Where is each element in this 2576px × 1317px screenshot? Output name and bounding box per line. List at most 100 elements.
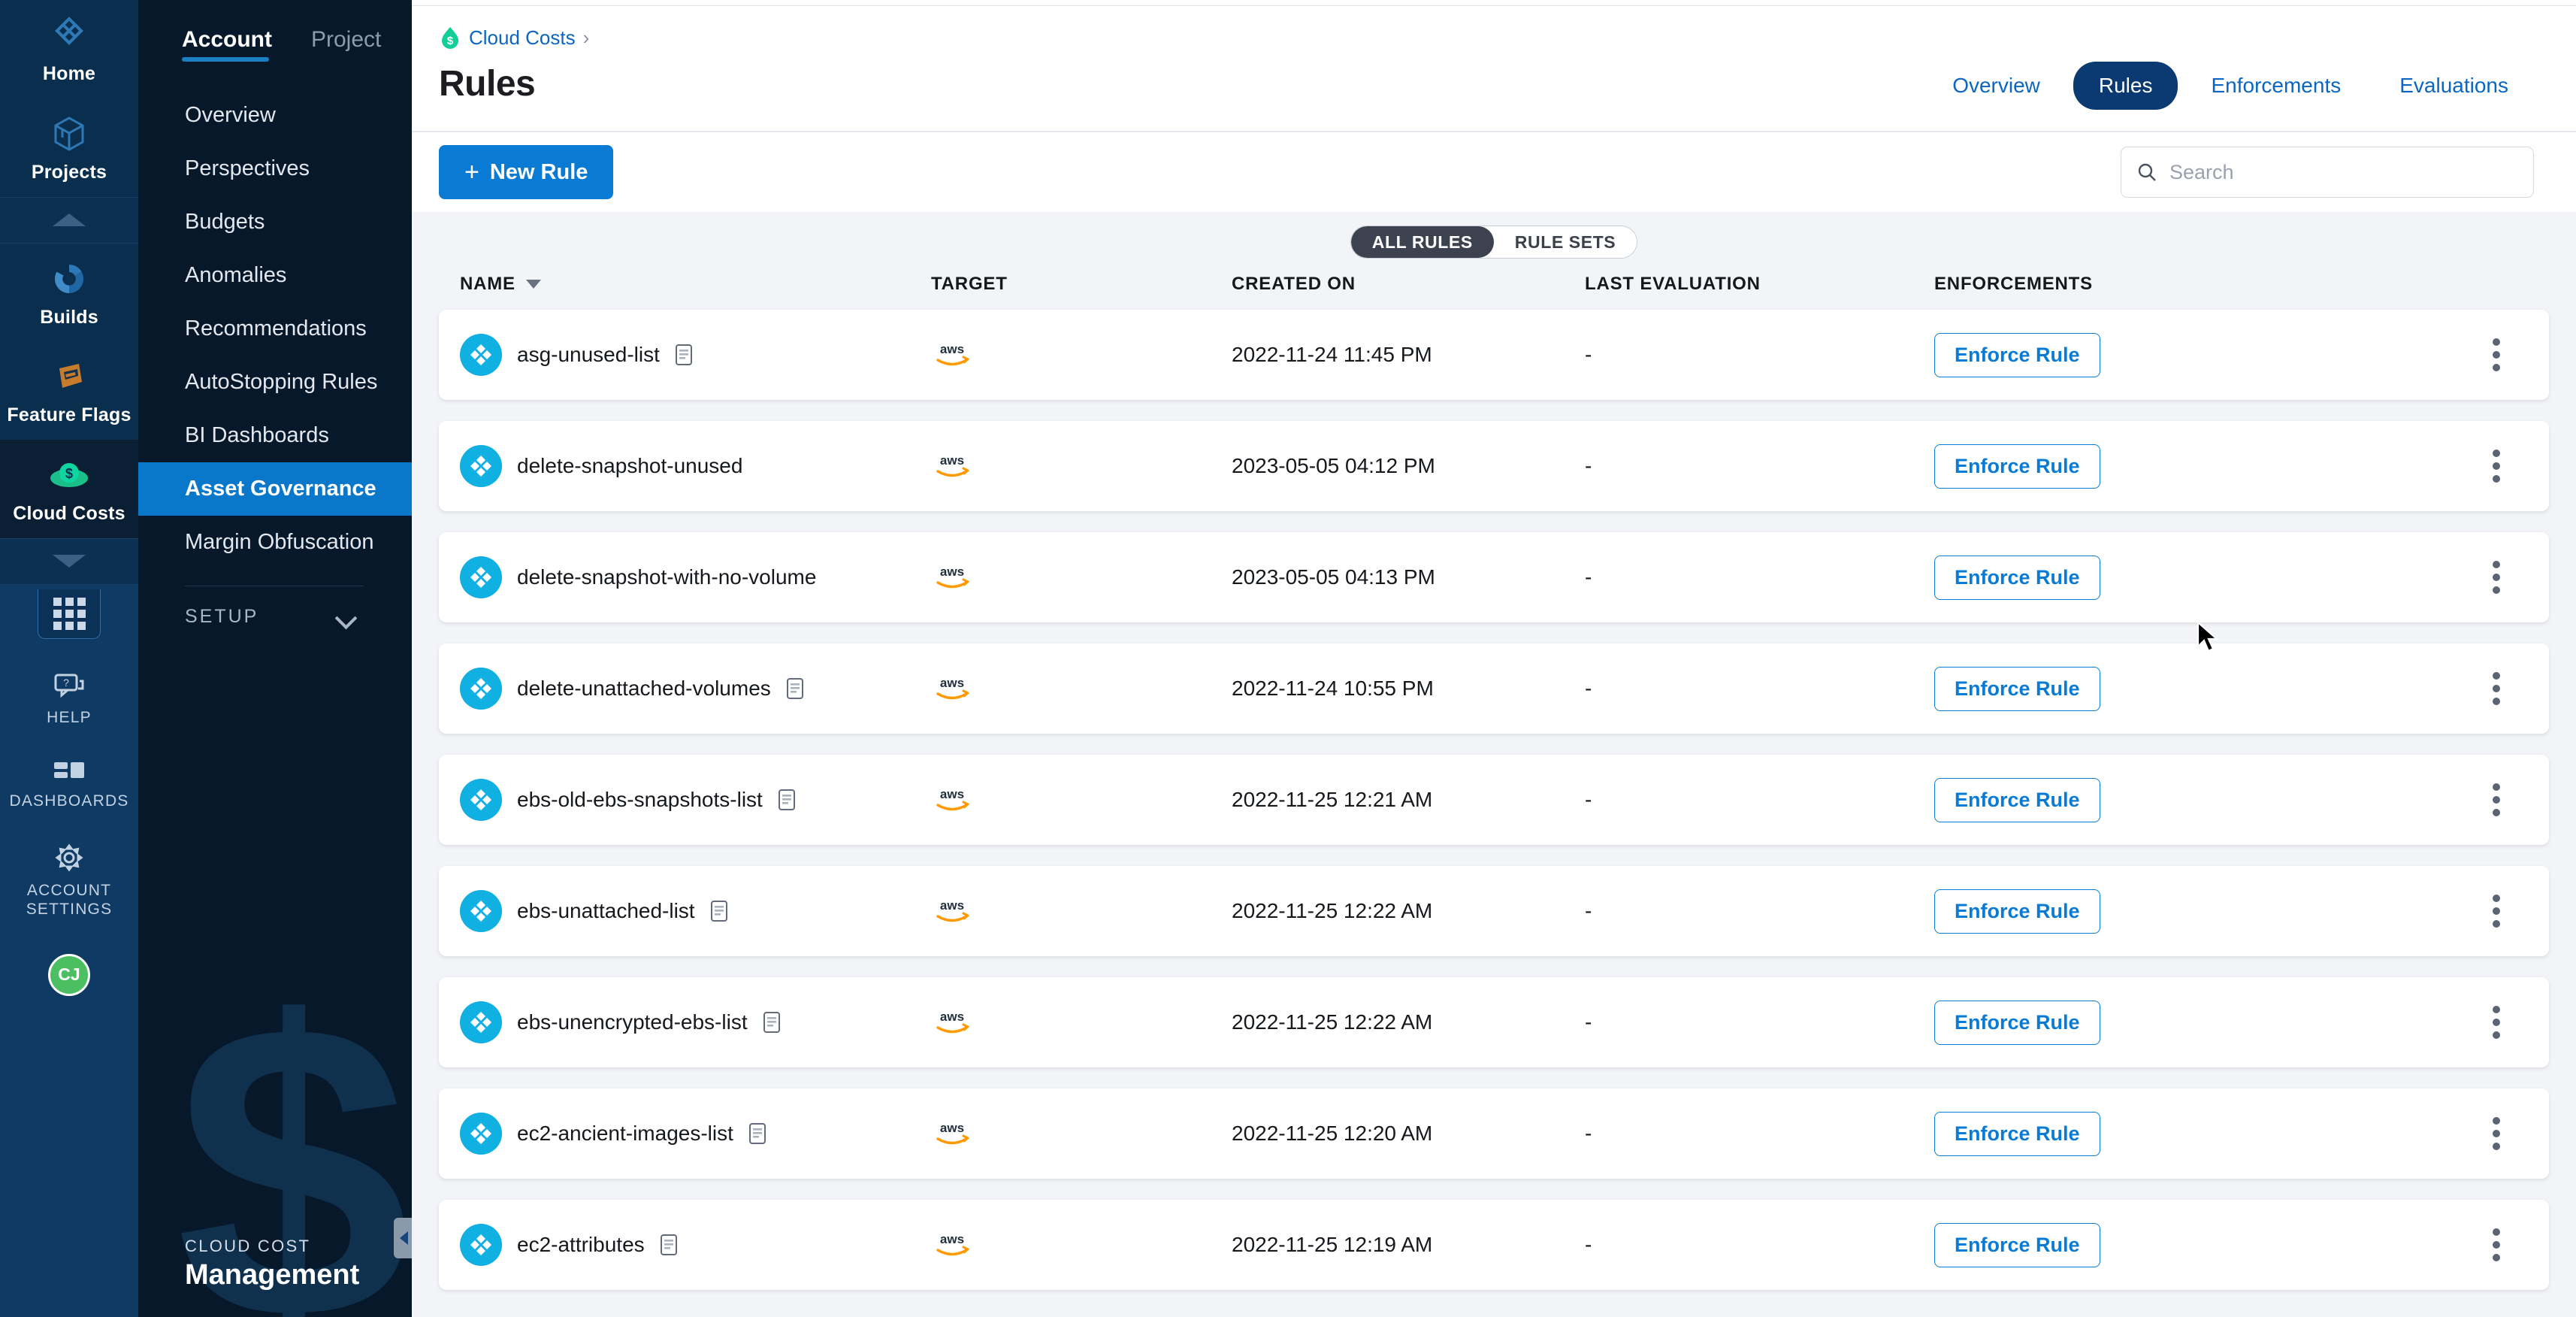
- rail-item-label: Builds: [40, 306, 98, 328]
- feature-flags-icon: [47, 355, 91, 398]
- sidebar-item-anomalies[interactable]: Anomalies: [138, 249, 412, 302]
- toggle-rule-sets[interactable]: RULE SETS: [1494, 226, 1637, 258]
- new-rule-button[interactable]: + New Rule: [439, 145, 614, 199]
- rules-table-body: asg-unused-list aws 2022-11-24 1: [439, 310, 2549, 1290]
- row-created-on-cell: 2022-11-25 12:22 AM: [1232, 1010, 1585, 1034]
- more-options-icon[interactable]: [2487, 777, 2506, 822]
- harness-rule-icon: [460, 556, 502, 598]
- svg-text:aws: aws: [940, 1010, 964, 1024]
- sidebar-item-asset-governance[interactable]: Asset Governance: [138, 462, 412, 516]
- more-options-icon[interactable]: [2487, 1222, 2506, 1267]
- sidebar-item-margin-obfuscation[interactable]: Margin Obfuscation: [138, 516, 412, 569]
- row-name-cell: delete-snapshot-with-no-volume: [439, 556, 931, 598]
- harness-rule-icon: [460, 1001, 502, 1043]
- row-enforcements-cell: Enforce Rule: [1934, 1111, 2444, 1156]
- enforce-rule-button[interactable]: Enforce Rule: [1934, 777, 2100, 822]
- table-row[interactable]: ec2-ancient-images-list aws 2022: [439, 1088, 2549, 1179]
- rule-name: delete-snapshot-with-no-volume: [517, 565, 817, 589]
- table-row[interactable]: delete-snapshot-unused aws 2023-: [439, 421, 2549, 511]
- main-content: $ Cloud Costs › Rules Overview Rules Enf…: [412, 0, 2576, 1317]
- sidebar-item-budgets[interactable]: Budgets: [138, 195, 412, 249]
- primary-nav-rail: Home Projects: [0, 0, 138, 1317]
- apps-grid-button[interactable]: [38, 589, 101, 639]
- row-actions-cell: [2444, 444, 2549, 489]
- tab-label: Evaluations: [2399, 74, 2508, 97]
- enforce-rule-button[interactable]: Enforce Rule: [1934, 666, 2100, 711]
- rail-item-account-settings[interactable]: ACCOUNT SETTINGS: [0, 843, 138, 919]
- rail-item-builds[interactable]: Builds: [0, 244, 138, 342]
- rail-item-dashboards[interactable]: DASHBOARDS: [9, 760, 128, 810]
- row-created-on-cell: 2022-11-25 12:21 AM: [1232, 788, 1585, 812]
- more-options-icon[interactable]: [2487, 332, 2506, 377]
- more-options-icon[interactable]: [2487, 889, 2506, 934]
- row-name-cell: ebs-unencrypted-ebs-list: [439, 1001, 931, 1043]
- rail-item-label: ACCOUNT SETTINGS: [26, 882, 113, 919]
- more-options-icon[interactable]: [2487, 1111, 2506, 1156]
- sidebar-item-label: Margin Obfuscation: [185, 530, 374, 554]
- rail-scroll-down[interactable]: [0, 537, 138, 585]
- more-options-icon[interactable]: [2487, 444, 2506, 489]
- rail-item-cloud-costs[interactable]: $ Cloud Costs: [0, 440, 138, 538]
- enforce-rule-button[interactable]: Enforce Rule: [1934, 555, 2100, 600]
- created-on-value: 2022-11-24 11:45 PM: [1232, 343, 1432, 366]
- rail-item-help[interactable]: ? HELP: [47, 672, 92, 727]
- column-header-name[interactable]: NAME: [439, 274, 931, 295]
- tab-enforcements[interactable]: Enforcements: [2185, 62, 2366, 110]
- harness-rule-icon: [460, 890, 502, 932]
- scope-tab-project[interactable]: Project: [311, 27, 381, 62]
- tab-rules[interactable]: Rules: [2073, 62, 2178, 110]
- tab-evaluations[interactable]: Evaluations: [2374, 62, 2534, 110]
- row-target-cell: aws: [931, 1121, 1232, 1146]
- row-enforcements-cell: Enforce Rule: [1934, 889, 2444, 934]
- created-on-value: 2022-11-24 10:55 PM: [1232, 677, 1434, 700]
- enforce-rule-button[interactable]: Enforce Rule: [1934, 1000, 2100, 1045]
- svg-text:aws: aws: [940, 453, 964, 468]
- search-icon: [2136, 162, 2157, 183]
- sidebar-item-perspectives[interactable]: Perspectives: [138, 142, 412, 195]
- sidebar-collapse-handle[interactable]: [394, 1218, 412, 1258]
- search-input[interactable]: [2169, 160, 2518, 184]
- rail-item-feature-flags[interactable]: Feature Flags: [0, 341, 138, 440]
- sidebar-item-bi-dashboards[interactable]: BI Dashboards: [138, 409, 412, 462]
- enforce-rule-button[interactable]: Enforce Rule: [1934, 444, 2100, 489]
- more-options-icon[interactable]: [2487, 666, 2506, 711]
- sidebar-item-recommendations[interactable]: Recommendations: [138, 302, 412, 356]
- table-row[interactable]: ebs-unencrypted-ebs-list aws 202: [439, 977, 2549, 1067]
- rail-item-home[interactable]: Home: [0, 0, 138, 98]
- sidebar-item-overview[interactable]: Overview: [138, 89, 412, 142]
- tab-overview[interactable]: Overview: [1927, 62, 2066, 110]
- search-box[interactable]: [2121, 147, 2534, 198]
- rail-item-label: Cloud Costs: [13, 503, 125, 524]
- row-created-on-cell: 2023-05-05 04:13 PM: [1232, 565, 1585, 589]
- row-created-on-cell: 2022-11-25 12:20 AM: [1232, 1122, 1585, 1146]
- rail-utility-group: ? HELP DASHBOARDS AC: [0, 584, 138, 1317]
- sidebar-section-setup[interactable]: SETUP: [138, 586, 412, 628]
- more-options-icon[interactable]: [2487, 555, 2506, 600]
- enforce-rule-button[interactable]: Enforce Rule: [1934, 1111, 2100, 1156]
- sidebar-item-label: Perspectives: [185, 156, 310, 180]
- sidebar-item-autostopping-rules[interactable]: AutoStopping Rules: [138, 356, 412, 409]
- user-avatar[interactable]: CJ: [48, 953, 90, 996]
- toggle-all-rules[interactable]: ALL RULES: [1350, 226, 1494, 258]
- enforce-rule-button[interactable]: Enforce Rule: [1934, 332, 2100, 377]
- table-row[interactable]: ebs-old-ebs-snapshots-list aws 2: [439, 755, 2549, 845]
- table-row[interactable]: asg-unused-list aws 2022-11-24 1: [439, 310, 2549, 400]
- last-evaluation-value: -: [1585, 1233, 1592, 1256]
- rail-scroll-up[interactable]: [0, 196, 138, 244]
- table-row[interactable]: delete-unattached-volumes aws 20: [439, 643, 2549, 734]
- sidebar-item-label: Anomalies: [185, 263, 287, 287]
- more-options-icon[interactable]: [2487, 1000, 2506, 1045]
- module-brand-bottom: Management: [185, 1259, 360, 1291]
- row-target-cell: aws: [931, 676, 1232, 701]
- table-row[interactable]: ebs-unattached-list aws 2022-11-: [439, 866, 2549, 956]
- table-row[interactable]: delete-snapshot-with-no-volume aws: [439, 532, 2549, 622]
- table-row[interactable]: ec2-attributes aws 2022-11-25 12: [439, 1200, 2549, 1290]
- enforce-rule-button[interactable]: Enforce Rule: [1934, 1222, 2100, 1267]
- enforce-rule-button[interactable]: Enforce Rule: [1934, 889, 2100, 934]
- sidebar-item-label: BI Dashboards: [185, 423, 329, 447]
- scope-tab-account[interactable]: Account: [182, 27, 272, 62]
- rail-item-label: HELP: [47, 708, 92, 726]
- breadcrumb-link-cloud-costs[interactable]: Cloud Costs: [469, 26, 576, 49]
- rail-item-projects[interactable]: Projects: [0, 98, 138, 197]
- apps-grid-icon: [53, 597, 86, 630]
